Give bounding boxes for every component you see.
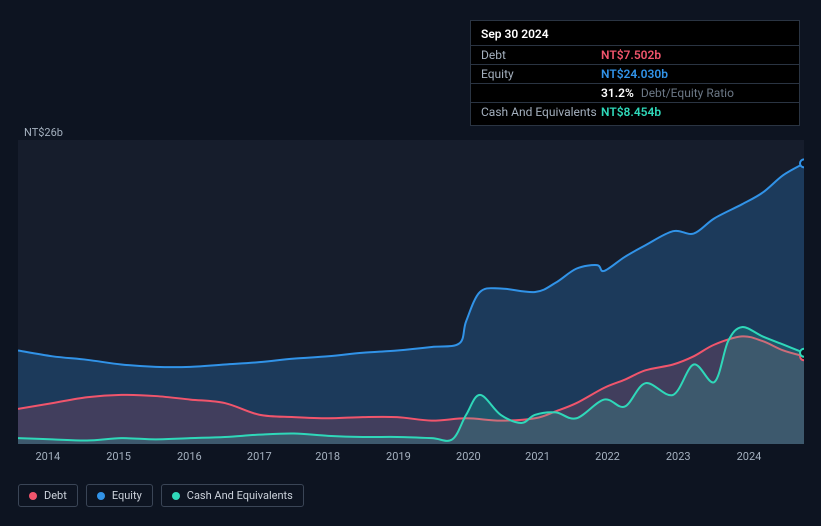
legend-item-equity[interactable]: Equity: [86, 484, 153, 507]
tooltip-row-value: 31.2% Debt/Equity Ratio: [601, 86, 734, 100]
tooltip-row-label: [481, 86, 601, 100]
series-end-marker: [800, 159, 804, 167]
x-axis-label: 2024: [737, 450, 762, 463]
tooltip-row-label: Debt: [481, 48, 601, 62]
legend-label: Cash And Equivalents: [187, 489, 293, 502]
tooltip-row: 31.2% Debt/Equity Ratio: [471, 84, 799, 103]
legend-label: Debt: [44, 489, 67, 502]
tooltip-row: Cash And EquivalentsNT$8.454b: [471, 103, 799, 121]
legend-label: Equity: [112, 489, 142, 502]
legend-dot-icon: [172, 492, 180, 500]
legend-item-debt[interactable]: Debt: [18, 484, 78, 507]
tooltip-row-label: Equity: [481, 67, 601, 81]
series-end-marker: [800, 349, 804, 357]
legend-dot-icon: [29, 492, 37, 500]
x-axis-label: 2019: [386, 450, 411, 463]
tooltip-row-label: Cash And Equivalents: [481, 105, 601, 119]
x-axis-label: 2022: [595, 450, 620, 463]
tooltip-row-value: NT$24.030b: [601, 67, 668, 81]
chart-area[interactable]: [18, 140, 804, 444]
tooltip-row-value: NT$7.502b: [601, 48, 661, 62]
legend-item-cash[interactable]: Cash And Equivalents: [161, 484, 304, 507]
x-axis-label: 2020: [456, 450, 481, 463]
y-axis-max-label: NT$26b: [24, 126, 63, 139]
chart-tooltip: Sep 30 2024 DebtNT$7.502bEquityNT$24.030…: [470, 20, 800, 126]
x-axis-label: 2021: [525, 450, 550, 463]
x-axis-label: 2023: [666, 450, 691, 463]
legend-dot-icon: [97, 492, 105, 500]
x-axis-label: 2017: [247, 450, 272, 463]
chart-legend: Debt Equity Cash And Equivalents: [18, 484, 304, 507]
tooltip-row-extra: Debt/Equity Ratio: [638, 86, 734, 100]
tooltip-row: DebtNT$7.502b: [471, 46, 799, 65]
x-axis-label: 2018: [315, 450, 340, 463]
tooltip-row: EquityNT$24.030b: [471, 65, 799, 84]
line-chart-svg: [18, 140, 804, 444]
tooltip-row-value: NT$8.454b: [601, 105, 661, 119]
x-axis-label: 2014: [35, 450, 60, 463]
x-axis-label: 2015: [106, 450, 131, 463]
x-axis-label: 2016: [177, 450, 202, 463]
tooltip-date: Sep 30 2024: [471, 25, 799, 46]
